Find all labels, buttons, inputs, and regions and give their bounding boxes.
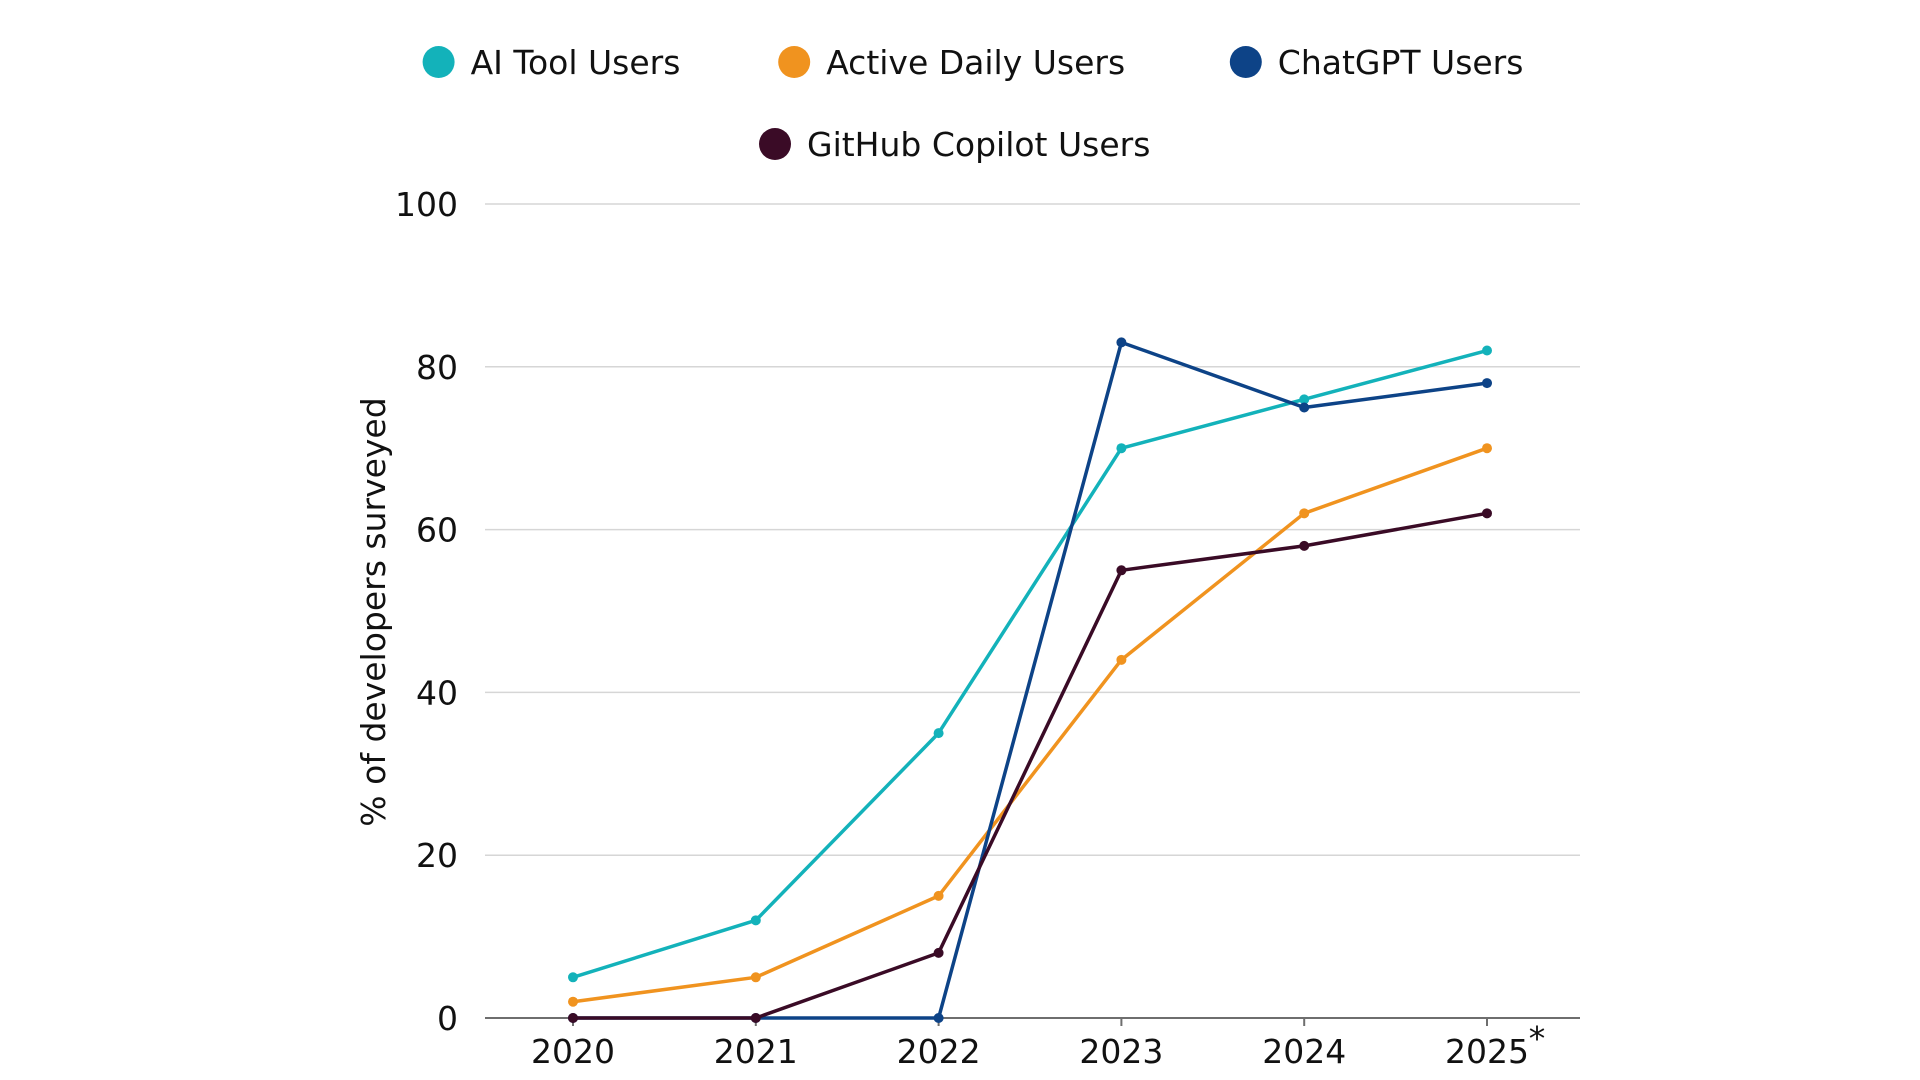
y-tick-label: 20	[416, 836, 458, 875]
legend: AI Tool Users Active Daily Users ChatGPT U…	[422, 43, 1524, 164]
data-point	[1299, 540, 1310, 551]
y-tick-label: 100	[395, 185, 458, 224]
y-axis-title: % of developers surveyed	[354, 397, 393, 826]
legend-swatch	[1229, 46, 1262, 78]
data-point	[1116, 654, 1127, 665]
legend-item: ChatGPT Users	[1229, 43, 1524, 82]
legend-label: GitHub Copilot Users	[807, 125, 1150, 164]
data-point	[933, 728, 944, 739]
legend-swatch	[422, 46, 455, 78]
data-point	[1482, 508, 1492, 519]
x-tick-label: 2021	[714, 1032, 798, 1071]
legend-swatch	[778, 46, 811, 78]
data-point	[1482, 378, 1492, 389]
grid-layer	[485, 203, 1580, 856]
series-line	[571, 511, 1489, 1020]
x-tick-label: 2024	[1262, 1032, 1346, 1071]
legend-label: AI Tool Users	[471, 43, 681, 82]
y-tick-label: 60	[416, 511, 458, 550]
data-point	[1116, 337, 1127, 348]
y-tick-label: 80	[416, 348, 458, 387]
legend-item: Active Daily Users	[778, 43, 1125, 82]
legend-item: AI Tool Users	[422, 43, 681, 82]
legend-item: GitHub Copilot Users	[759, 125, 1150, 164]
y-tick-label: 0	[437, 999, 458, 1038]
series-4	[568, 508, 1492, 1023]
series-1	[568, 345, 1492, 983]
data-point	[933, 890, 944, 901]
y-tick-label: 40	[416, 673, 458, 712]
data-point	[750, 972, 761, 983]
data-point	[1482, 345, 1492, 356]
data-point	[1116, 565, 1127, 576]
x-tick-label: 2020	[531, 1032, 615, 1071]
data-point	[1299, 402, 1310, 413]
series-line	[571, 340, 1489, 1020]
data-point	[933, 1013, 944, 1023]
data-point	[1299, 508, 1310, 519]
footnote-marker: *	[1529, 1019, 1546, 1058]
legend-label: ChatGPT Users	[1278, 43, 1524, 82]
series-3	[568, 337, 1492, 1023]
axis-layer: 0 20 40 60 80 100 2020 2021 2022 2023 2024 2025 *	[395, 185, 1580, 1071]
series-line	[571, 446, 1489, 1004]
data-point	[1482, 443, 1492, 454]
data-point	[750, 915, 761, 926]
data-point	[1299, 394, 1310, 405]
series-line	[571, 348, 1489, 980]
series-layer	[568, 337, 1492, 1023]
data-point	[568, 972, 578, 983]
data-point	[1116, 443, 1127, 454]
data-point	[568, 996, 578, 1007]
x-tick-label: 2025	[1445, 1032, 1529, 1071]
series-2	[568, 443, 1492, 1007]
data-point	[750, 1013, 761, 1023]
x-tick-label: 2023	[1079, 1032, 1163, 1071]
data-point	[933, 947, 944, 958]
x-tick-label: 2022	[897, 1032, 981, 1071]
legend-swatch	[759, 128, 791, 160]
legend-label: Active Daily Users	[826, 43, 1125, 82]
data-point	[568, 1013, 578, 1023]
